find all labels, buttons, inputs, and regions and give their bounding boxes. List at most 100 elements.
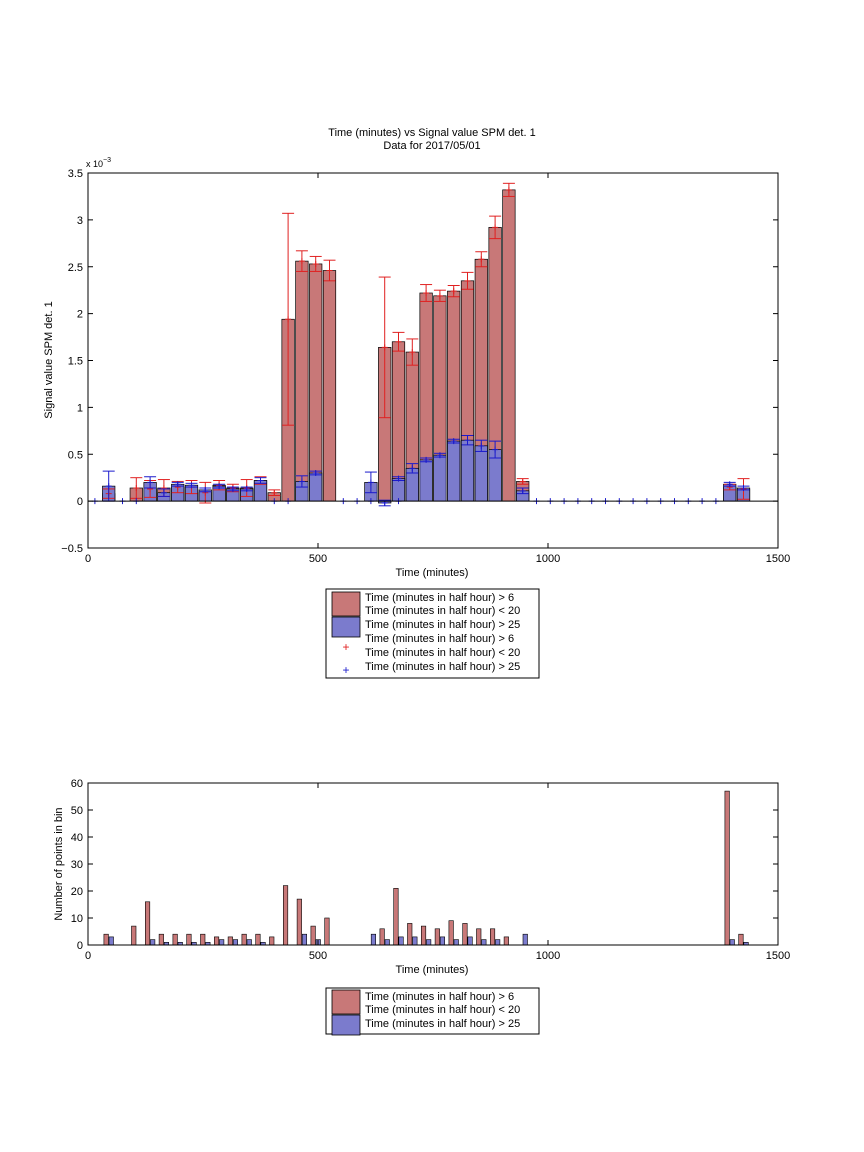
data-marker-blue [740, 485, 747, 491]
y-tick-label: 0 [77, 940, 83, 952]
data-marker-red [464, 277, 471, 284]
count-bar-red [145, 901, 151, 946]
x-tick-label: 1500 [766, 553, 790, 565]
count-bar-blue [150, 939, 156, 946]
signal-x-axis-label: Time (minutes) [396, 567, 469, 579]
data-marker-red [133, 485, 140, 491]
legend-label: Time (minutes in half hour) > 6 [365, 991, 514, 1003]
signal-bar-blue [474, 445, 488, 502]
y-exponent-power: −3 [103, 157, 111, 164]
count-bar-red [172, 933, 178, 946]
count-legend-box [325, 987, 540, 1035]
data-marker-red [326, 267, 333, 274]
legend-swatch-blue-bar [331, 1014, 361, 1036]
chart-title: Time (minutes) vs Signal value SPM det. … [328, 127, 535, 139]
data-marker-blue [202, 486, 209, 493]
data-marker-blue [174, 481, 181, 488]
count-bar-red [241, 933, 247, 946]
y-tick-label: 0.5 [68, 449, 83, 461]
signal-bar-blue [447, 440, 461, 502]
legend-swatch-red-bar [331, 989, 361, 1015]
legend-label: Time (minutes in half hour) < 20 [365, 647, 520, 659]
count-bar-red [420, 925, 427, 946]
y-tick-label: 40 [71, 832, 83, 844]
count-bar-blue [108, 936, 114, 946]
data-marker-blue [257, 477, 264, 484]
data-marker-blue [450, 438, 457, 445]
count-bar-red [503, 936, 509, 946]
data-marker-blue [105, 483, 112, 490]
legend-label: Time (minutes in half hour) < 20 [365, 605, 520, 617]
y-tick-label: 3.5 [68, 168, 83, 180]
data-marker-red [409, 349, 416, 356]
legend-label: Time (minutes in half hour) > 25 [365, 1018, 520, 1030]
signal-legend-box [325, 588, 540, 679]
count-chart-marks [103, 790, 749, 946]
data-marker-blue [436, 452, 443, 459]
count-bar-red [462, 923, 468, 946]
y-exponent-label: x 10−3 [86, 157, 111, 169]
legend-label: Time (minutes in half hour) > 25 [365, 661, 520, 673]
data-marker-red [381, 344, 388, 351]
data-marker-blue [395, 475, 402, 482]
data-marker-blue [147, 479, 154, 486]
data-marker-blue [298, 478, 305, 485]
data-marker-blue [519, 487, 526, 494]
data-marker-blue [312, 470, 319, 476]
data-marker-blue [726, 481, 733, 488]
count-bar-red [269, 936, 275, 946]
y-tick-label: 1 [77, 402, 83, 414]
count-bar-red [255, 933, 261, 946]
count-bar-red [724, 790, 730, 946]
data-marker-red [312, 260, 319, 267]
count-bar-blue [370, 933, 377, 946]
data-marker-blue [367, 479, 374, 486]
y-tick-label: 30 [71, 859, 83, 871]
data-marker-red [519, 478, 526, 485]
count-bar-red [434, 928, 440, 946]
count-plot-frame [87, 782, 779, 946]
signal-legend: Time (minutes in half hour) > 6 Time (mi… [325, 588, 540, 679]
signal-bar-blue [460, 439, 475, 502]
count-bar-blue [232, 939, 238, 946]
data-marker-red [423, 290, 430, 296]
legend-swatch-red-bar [331, 591, 361, 617]
y-tick-label: 50 [71, 805, 83, 817]
signal-bar-blue [309, 472, 323, 502]
count-bar-red [200, 933, 206, 946]
count-bar-red [448, 920, 454, 946]
x-tick-label: 1000 [536, 950, 560, 962]
data-marker-blue [188, 482, 195, 489]
signal-y-axis-label: Signal value SPM det. 1 [43, 301, 55, 418]
count-bar-red [131, 925, 137, 946]
count-bar-red [393, 887, 399, 946]
data-marker-blue [423, 456, 430, 463]
y-tick-label: 60 [71, 778, 83, 790]
count-bar-blue [426, 939, 432, 946]
count-x-axis-label: Time (minutes) [396, 964, 469, 976]
signal-bar-blue [419, 459, 433, 502]
data-marker-blue [478, 442, 485, 449]
count-bar-red [296, 898, 302, 946]
data-marker-blue [216, 483, 223, 490]
data-marker-blue [409, 465, 416, 472]
y-tick-label: 0 [77, 496, 83, 508]
count-bar-red [476, 928, 482, 946]
data-marker-red [298, 258, 305, 265]
count-bar-red [489, 928, 496, 946]
legend-label: Time (minutes in half hour) < 20 [365, 1004, 520, 1016]
data-marker-blue [492, 446, 499, 453]
count-bar-blue [467, 936, 473, 946]
count-bar-blue [522, 933, 528, 946]
data-marker-red [505, 186, 512, 193]
count-bar-blue [439, 936, 446, 946]
data-marker-blue [160, 489, 167, 496]
count-bar-red [310, 925, 316, 946]
legend-red-plus-marker: + [342, 640, 349, 654]
signal-x-ticks: 0 500 1000 1500 [85, 173, 790, 565]
x-tick-label: 1000 [536, 553, 560, 565]
count-bar-blue [495, 939, 501, 946]
data-marker-red [478, 256, 485, 263]
count-bar-red [324, 917, 330, 946]
count-bar-blue [246, 939, 252, 946]
